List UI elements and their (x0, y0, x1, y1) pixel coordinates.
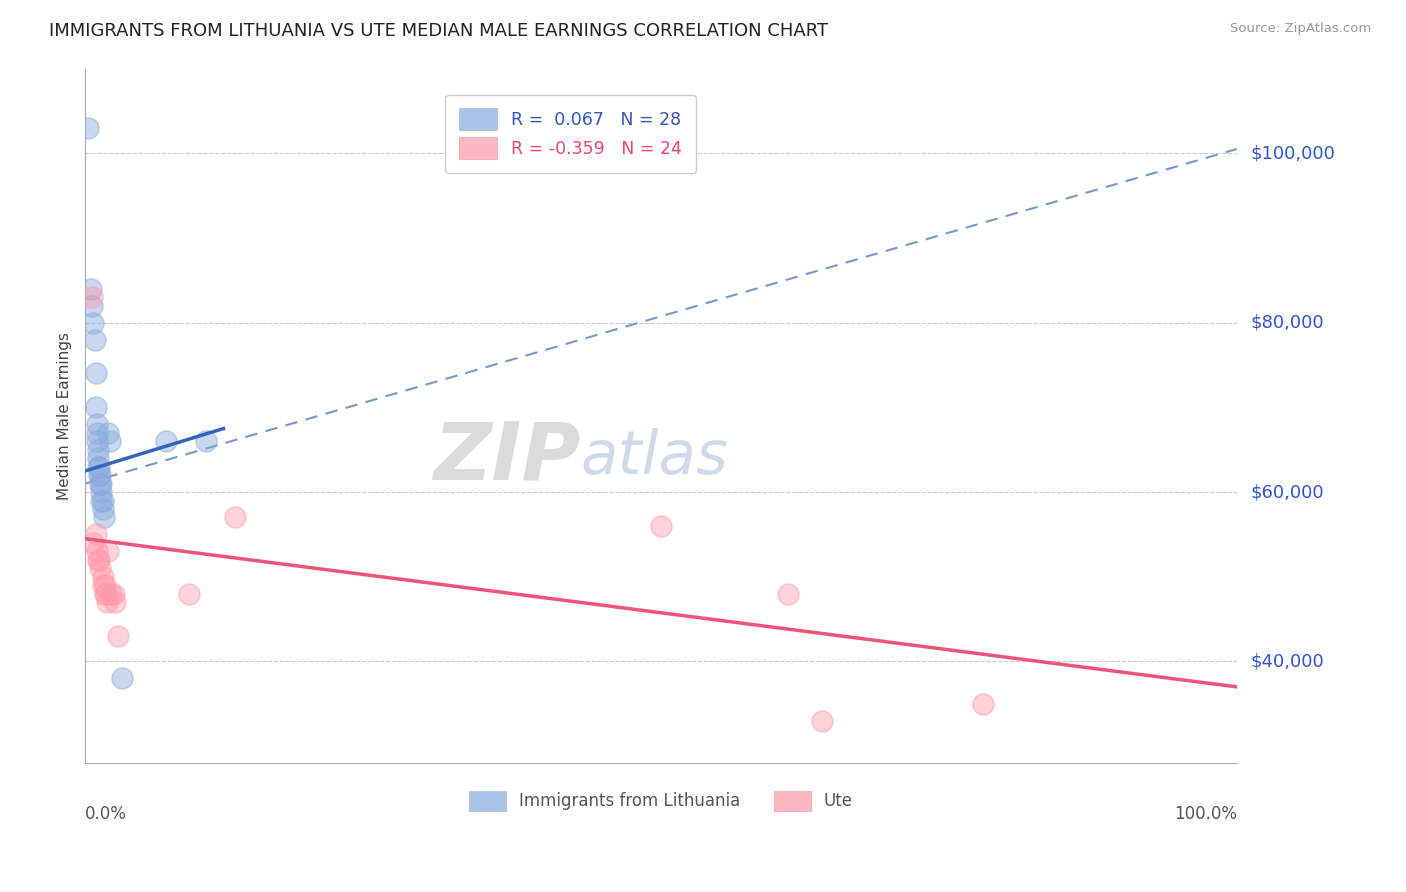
Point (776, 587, 799, 601)
Point (91, 578, 114, 592)
Text: $60,000: $60,000 (1250, 483, 1324, 501)
Point (87, 459, 110, 474)
Point (195, 434, 218, 449)
Point (93, 510, 115, 524)
Point (94, 578, 117, 592)
Point (104, 595, 127, 609)
Point (86, 544, 108, 558)
Text: Source: ZipAtlas.com: Source: ZipAtlas.com (1230, 22, 1371, 36)
Point (87, 442, 110, 457)
Point (83, 333, 105, 347)
Point (89, 459, 111, 474)
Point (811, 714, 834, 728)
Point (87, 451, 110, 466)
Point (82, 299, 104, 313)
Point (86, 417, 108, 432)
Point (84, 401, 107, 415)
Point (76, 120, 98, 135)
Point (90, 485, 112, 500)
Point (91, 493, 114, 508)
Point (91, 570, 114, 584)
Text: IMMIGRANTS FROM LITHUANIA VS UTE MEDIAN MALE EARNINGS CORRELATION CHART: IMMIGRANTS FROM LITHUANIA VS UTE MEDIAN … (49, 22, 828, 40)
Text: $80,000: $80,000 (1250, 314, 1324, 332)
Text: atlas: atlas (581, 428, 728, 487)
Point (103, 587, 125, 601)
Legend: Immigrants from Lithuania, Ute: Immigrants from Lithuania, Ute (456, 777, 866, 824)
Point (97, 425, 120, 440)
Point (107, 629, 129, 643)
Point (84, 367, 107, 381)
Point (84, 527, 107, 541)
Text: $100,000: $100,000 (1250, 145, 1336, 162)
Point (94, 587, 117, 601)
Point (89, 468, 111, 483)
Point (98, 434, 121, 449)
Point (91, 502, 114, 516)
Point (89, 553, 111, 567)
Text: $40,000: $40,000 (1250, 652, 1324, 671)
Point (86, 434, 108, 449)
Point (111, 672, 134, 686)
Point (89, 476, 111, 491)
Point (94, 587, 117, 601)
Point (80, 282, 103, 296)
Point (90, 476, 112, 491)
Point (86, 425, 108, 440)
Point (82, 536, 104, 550)
Point (82, 316, 104, 330)
Point (155, 434, 177, 449)
Point (224, 510, 246, 524)
Point (89, 468, 111, 483)
Text: ZIP: ZIP (433, 418, 581, 497)
Point (97, 544, 120, 558)
Point (650, 519, 672, 533)
Text: 0.0%: 0.0% (86, 805, 128, 822)
Point (90, 493, 112, 508)
Point (96, 595, 118, 609)
Point (177, 587, 200, 601)
Point (87, 553, 110, 567)
Y-axis label: Median Male Earnings: Median Male Earnings (58, 332, 72, 500)
Text: 100.0%: 100.0% (1174, 805, 1237, 822)
Point (100, 587, 122, 601)
Point (972, 697, 994, 711)
Point (89, 561, 111, 575)
Point (82, 290, 104, 304)
